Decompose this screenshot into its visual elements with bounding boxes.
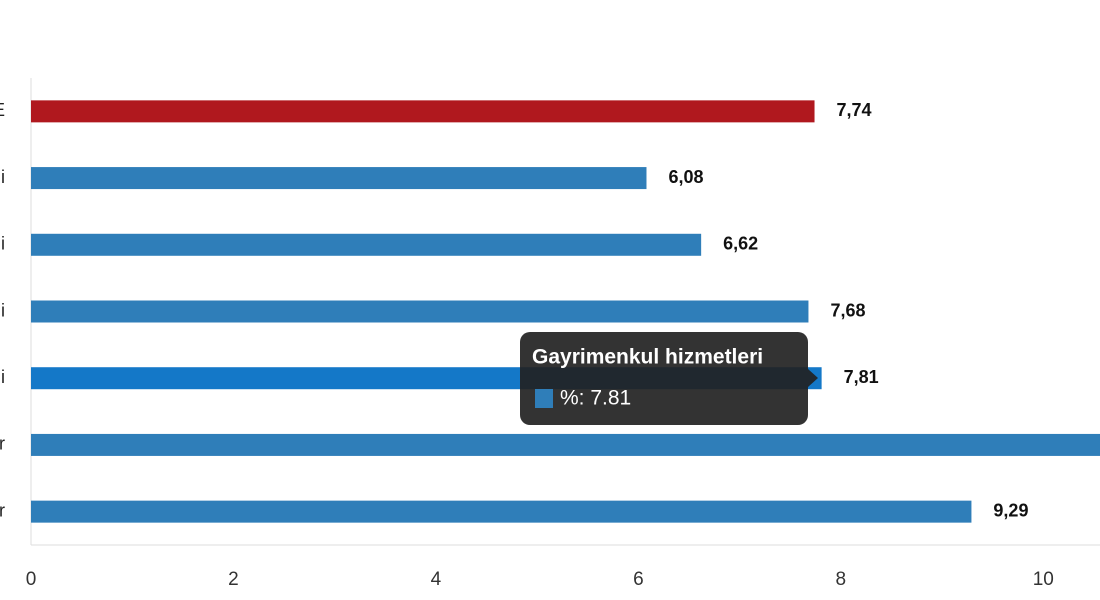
x-tick-label: 8 <box>836 569 847 590</box>
value-label: 7,81 <box>844 367 879 387</box>
tooltip: Gayrimenkul hizmetleri %: 7.81 <box>520 332 818 425</box>
x-tick-label: 10 <box>1033 569 1054 590</box>
tooltip-text: %: 7.81 <box>560 387 631 410</box>
y-tick-label: r <box>0 434 5 454</box>
tooltip-title: Gayrimenkul hizmetleri <box>532 346 763 369</box>
y-tick-label: i <box>1 300 5 320</box>
bar <box>31 500 972 523</box>
tooltip-arrow <box>808 369 818 387</box>
y-tick-label: i <box>1 167 5 187</box>
bar <box>31 300 809 323</box>
value-label: 7,68 <box>830 300 865 320</box>
tooltip-box <box>520 332 808 425</box>
y-tick-label: i <box>1 234 5 254</box>
bar <box>31 433 1100 456</box>
bar <box>31 233 702 256</box>
value-label: 7,74 <box>837 100 872 120</box>
bar <box>31 100 815 123</box>
value-label: 9,29 <box>993 500 1028 520</box>
x-tick-label: 2 <box>228 569 239 590</box>
bar <box>31 167 647 190</box>
tooltip-swatch <box>535 389 553 408</box>
y-tick-label: E <box>0 100 5 120</box>
y-tick-label: r <box>0 500 5 520</box>
value-label: 6,62 <box>723 234 758 254</box>
x-tick-label: 6 <box>633 569 644 590</box>
y-tick-label: i <box>1 367 5 387</box>
x-tick-label: 0 <box>26 569 37 590</box>
value-label: 6,08 <box>668 167 703 187</box>
x-tick-label: 4 <box>431 569 442 590</box>
